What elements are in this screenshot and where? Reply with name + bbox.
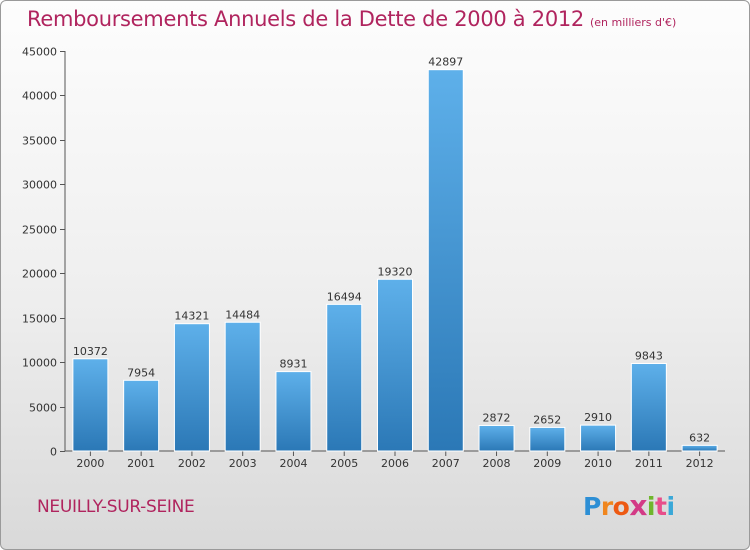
bar [72,358,109,452]
bar [529,426,566,452]
data-label: 8931 [279,358,307,371]
y-tick-label: 40000 [22,90,57,103]
y-tick-label: 45000 [22,46,57,59]
bar [427,69,464,452]
bar [123,379,160,452]
proxiti-logo: Proxiti [583,489,675,522]
x-tick-label: 2001 [127,457,155,470]
data-label: 14484 [225,308,260,321]
axes: 0 5000 10000 15000 20000 25000 30000 35000 40000… [22,46,725,459]
x-tick-label: 2006 [381,457,409,470]
data-label: 2652 [533,413,561,426]
bar [377,278,413,452]
data-label: 2910 [584,411,612,424]
bar [478,424,515,452]
bar [173,323,210,452]
logo-letter: o [612,492,630,521]
data-label: 42897 [428,56,463,69]
logo-letter: x [629,489,647,522]
y-tick-label: 35000 [22,135,57,148]
x-tick-label: 2010 [584,457,612,470]
y-tick-label: 20000 [22,268,57,281]
city-name: NEUILLY-SUR-SEINE [37,497,195,517]
bars [72,69,718,452]
y-tick-label: 25000 [22,224,57,237]
data-label: 10372 [73,345,108,358]
data-label: 14321 [174,310,209,323]
x-tick-label: 2004 [279,457,307,470]
chart-title: Remboursements Annuels de la Dette de 20… [27,7,676,31]
x-tick-label: 2012 [686,457,714,470]
x-tick-label: 2002 [178,457,206,470]
x-tick-label: 2000 [76,457,104,470]
x-tick-label: 2009 [533,457,561,470]
x-tick-label: 2008 [483,457,511,470]
data-label: 9843 [635,350,663,363]
bar [681,444,718,452]
data-label: 7954 [127,366,155,379]
logo-letter: i [646,492,656,521]
chart-subtitle: (en milliers d'€) [590,16,677,29]
logo-letter: t [655,492,667,521]
y-tick-label: 5000 [29,402,57,415]
bar [630,363,667,452]
y-tick-label: 30000 [22,179,57,192]
logo-letter: i [666,492,675,521]
data-label: 19320 [378,265,413,278]
y-tick-label: 15000 [22,313,57,326]
data-label: 16494 [327,290,362,303]
data-label: 632 [689,431,710,444]
x-tick-label: 2003 [229,457,257,470]
data-labels: 2000 10372 2001 7954 2002 14321 2003 14484 2004 8… [73,56,714,470]
bar [326,303,363,452]
logo-letter: r [600,492,613,521]
logo-letter: P [583,492,601,521]
x-tick-label: 2007 [432,457,460,470]
x-tick-label: 2005 [330,457,358,470]
y-tick-label: 0 [50,446,57,459]
bar [224,321,261,452]
x-tick-label: 2011 [635,457,663,470]
bar [275,371,312,452]
y-tick-label: 10000 [22,357,57,370]
data-label: 2872 [483,411,511,424]
bar [580,424,617,452]
title-text: Remboursements Annuels de la Dette de 20… [27,7,584,31]
